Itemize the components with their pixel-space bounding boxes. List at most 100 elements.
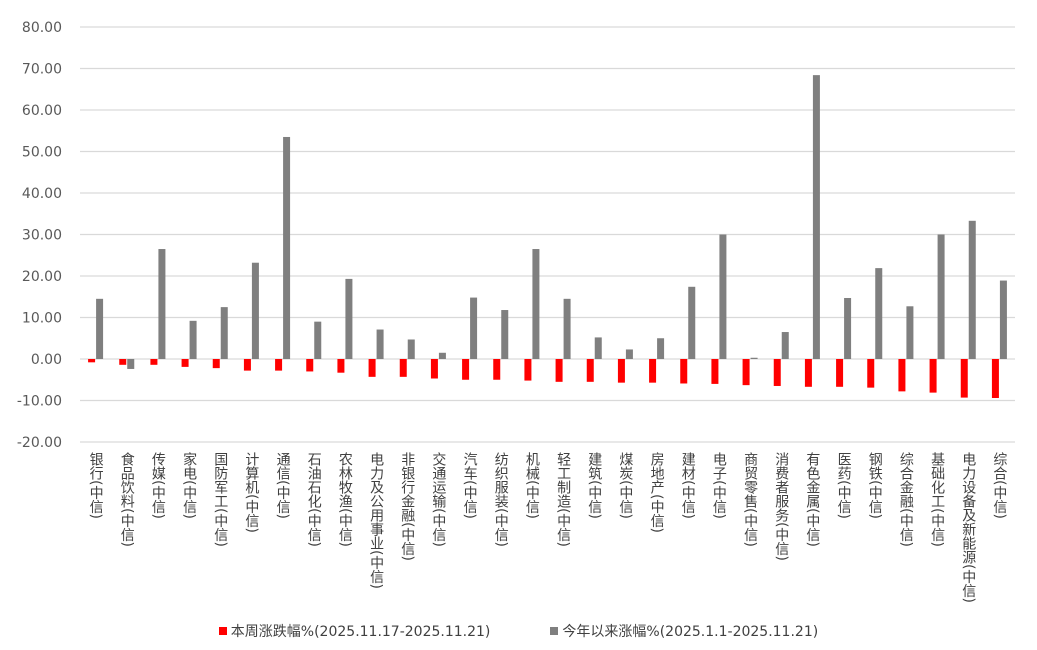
y-tick-label: -10.00: [17, 394, 62, 410]
week-bar-16: [586, 359, 594, 382]
week-bar-4: [212, 359, 220, 369]
ytd-bar-26: [906, 306, 914, 359]
ytd-bar-14: [532, 249, 540, 359]
y-tick-label: 0.00: [31, 352, 62, 368]
y-tick-label: 70.00: [22, 62, 62, 78]
week-bar-8: [337, 359, 345, 373]
x-tick-label: 医药(中信): [835, 452, 852, 519]
x-tick-label: 石油石化(中信): [305, 452, 322, 547]
x-tick-label: 食品饮料(中信): [118, 452, 135, 547]
ytd-bar-7: [314, 321, 322, 359]
ytd-bar-9: [376, 329, 384, 359]
x-tick-label: 汽车(中信): [461, 452, 478, 519]
x-tick-label: 传媒(中信): [149, 452, 166, 519]
ytd-bar-25: [875, 268, 883, 359]
week-bar-29: [991, 359, 999, 399]
week-bar-23: [804, 359, 812, 387]
y-tick-label: 50.00: [22, 145, 62, 161]
ytd-bar-22: [781, 332, 789, 359]
ytd-bar-28: [968, 220, 976, 359]
x-tick-label: 家电(中信): [181, 452, 198, 519]
ytd-bar-20: [719, 234, 727, 359]
y-tick-label: 10.00: [22, 311, 62, 327]
week-bar-14: [524, 359, 532, 381]
ytd-bar-6: [283, 136, 291, 359]
x-tick-label: 建筑(中信): [586, 452, 603, 519]
x-tick-label: 有色金属(中信): [804, 452, 821, 547]
ytd-bar-4: [220, 307, 228, 359]
ytd-bar-2: [158, 249, 166, 359]
y-tick-label: 60.00: [22, 103, 62, 119]
week-bar-22: [773, 359, 781, 386]
ytd-bar-24: [844, 297, 852, 359]
ytd-bar-3: [189, 320, 197, 359]
x-tick-label: 电力设备及新能源(中信): [960, 452, 977, 603]
week-bar-6: [275, 359, 283, 371]
x-tick-label: 综合金融(中信): [897, 452, 914, 547]
x-tick-label: 建材(中信): [679, 452, 696, 519]
x-tick-label: 农林牧渔(中信): [336, 452, 353, 547]
ytd-bar-15: [563, 298, 571, 359]
ytd-bar-0: [96, 298, 104, 359]
x-tick-label: 轻工制造(中信): [555, 452, 572, 547]
week-bar-26: [898, 359, 906, 392]
x-tick-label: 国防军工(中信): [212, 452, 229, 547]
ytd-bar-8: [345, 278, 353, 359]
x-tick-label: 综合(中信): [991, 452, 1008, 519]
ytd-bar-19: [688, 286, 696, 359]
ytd-bar-17: [625, 349, 633, 359]
x-tick-label: 煤炭(中信): [617, 452, 634, 519]
ytd-bar-12: [470, 297, 478, 359]
week-bar-7: [306, 359, 314, 372]
week-bar-17: [617, 359, 625, 383]
x-tick-label: 机械(中信): [523, 452, 540, 519]
ytd-bar-18: [657, 338, 665, 359]
x-tick-label: 电力及公用事业(中信): [368, 452, 385, 589]
week-bar-9: [368, 359, 376, 377]
week-bar-21: [742, 359, 750, 386]
ytd-bar-16: [594, 337, 602, 359]
ytd-bar-23: [812, 75, 820, 359]
x-tick-label: 计算机(中信): [243, 452, 260, 533]
ytd-bar-27: [937, 234, 945, 359]
x-tick-label: 基础化工(中信): [929, 452, 946, 547]
week-bar-25: [867, 359, 875, 388]
legend-swatch-week: [218, 627, 227, 635]
legend-swatch-ytd: [550, 627, 559, 635]
week-bar-27: [929, 359, 937, 393]
ytd-bar-11: [438, 352, 446, 359]
x-tick-label: 交通运输(中信): [430, 452, 447, 547]
week-bar-3: [181, 359, 189, 367]
week-bar-2: [150, 359, 158, 365]
x-tick-label: 消费者服务(中信): [773, 452, 790, 561]
ytd-bar-29: [999, 280, 1007, 359]
x-tick-label: 房地产(中信): [648, 452, 665, 533]
ytd-bar-10: [407, 339, 415, 359]
y-tick-label: 20.00: [22, 269, 62, 285]
ytd-bar-13: [501, 310, 509, 359]
x-tick-label: 电子(中信): [710, 452, 727, 519]
legend-label-week: 本周涨跌幅%(2025.11.17-2025.11.21): [230, 624, 491, 640]
legend: 本周涨跌幅%(2025.11.17-2025.11.21) 今年以来涨幅%(20…: [0, 621, 1037, 641]
ytd-bar-5: [251, 262, 259, 359]
y-tick-label: 40.00: [22, 186, 62, 202]
x-tick-label: 通信(中信): [274, 452, 291, 519]
week-bar-10: [399, 359, 407, 377]
x-tick-label: 钢铁(中信): [866, 452, 883, 519]
week-bar-28: [960, 359, 968, 398]
legend-label-ytd: 今年以来涨幅%(2025.1.1-2025.11.21): [562, 624, 819, 640]
y-tick-label: 30.00: [22, 228, 62, 244]
x-tick-label: 商贸零售(中信): [742, 452, 759, 547]
y-tick-label: 80.00: [22, 20, 62, 36]
ytd-bar-1: [127, 359, 135, 369]
x-tick-label: 银行(中信): [87, 452, 104, 519]
week-bar-13: [493, 359, 501, 380]
week-bar-1: [119, 359, 127, 365]
week-bar-15: [555, 359, 563, 382]
x-tick-label: 非银行金融(中信): [399, 452, 416, 561]
week-bar-24: [836, 359, 844, 387]
y-tick-label: -20.00: [17, 435, 62, 451]
week-bar-18: [649, 359, 657, 383]
